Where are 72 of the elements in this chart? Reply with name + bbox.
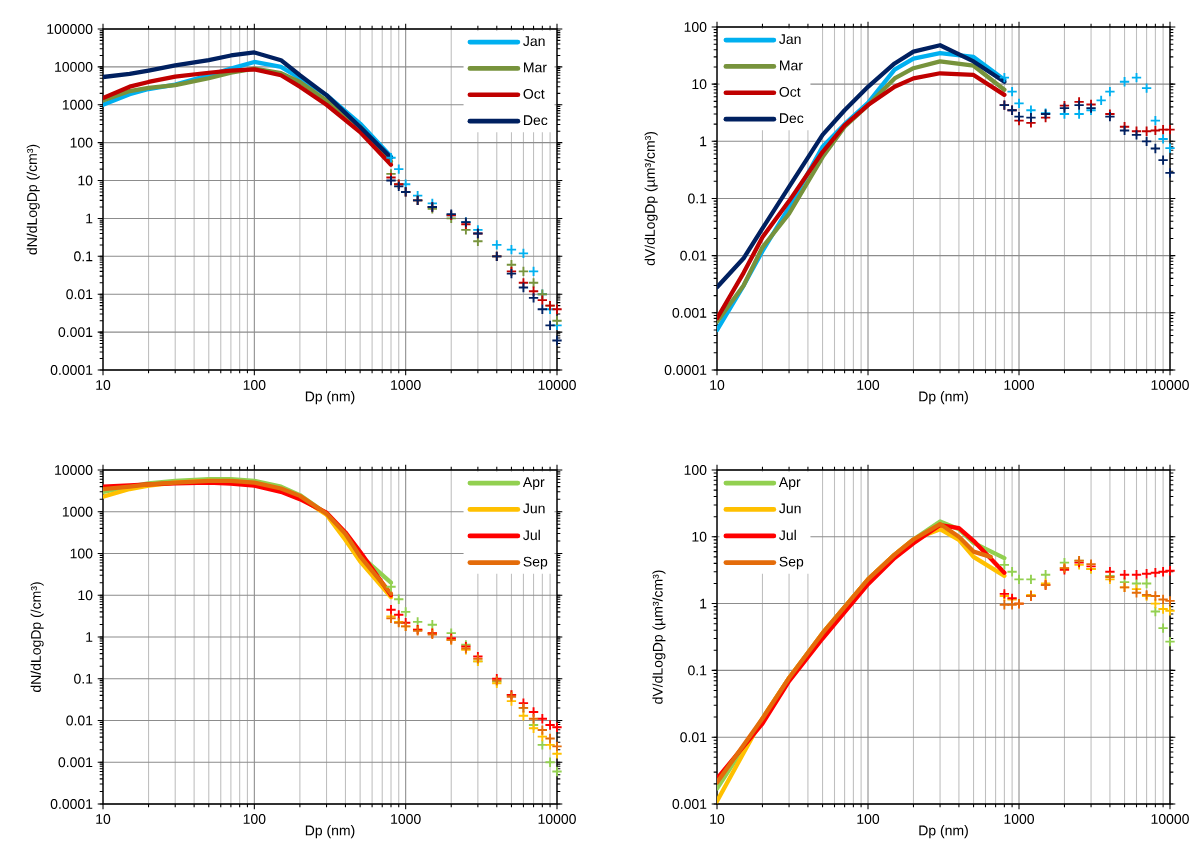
y-tick-label: 1 <box>86 213 93 224</box>
x-tick-label: 1000 <box>1004 380 1035 390</box>
y-tick-label: 1000 <box>62 506 93 517</box>
y-tick-label: 1 <box>700 598 707 609</box>
y-tick-label: 0.0001 <box>664 365 707 375</box>
x-tick-label: 100 <box>857 380 880 390</box>
x-tick-label: 10 <box>96 380 111 390</box>
x-tick-label: 1000 <box>391 380 421 390</box>
x-tick-label: 10 <box>710 380 725 390</box>
y-tick-label: 0.1 <box>74 251 93 262</box>
legend-label: Mar <box>780 60 803 71</box>
y-axis-title: dN/dLogDp (/cm³) <box>26 144 40 255</box>
y-tick-label: 0.0001 <box>50 799 93 809</box>
y-tick-label: 0.1 <box>688 665 707 676</box>
legend-label: Jan <box>523 36 545 47</box>
y-tick-label: 10 <box>692 79 707 90</box>
legend-label: Apr <box>522 477 545 490</box>
legend-label: Sep <box>779 556 804 570</box>
x-tick-label: 1000 <box>391 814 421 824</box>
y-tick-label: 10 <box>78 175 93 186</box>
y-tick-label: 0.01 <box>680 732 707 743</box>
legend-label: Jul <box>523 529 540 541</box>
y-tick-label: 100 <box>70 548 93 559</box>
y-axis-title: dN/dLogDp (/cm³) <box>30 582 44 693</box>
y-axis-title: dV/dLogDp (µm³/cm³) <box>644 131 658 266</box>
y-tick-label: 0.01 <box>66 715 93 726</box>
x-tick-label: 100 <box>243 380 266 390</box>
y-tick-label: 0.001 <box>58 327 93 338</box>
y-tick-label: 0.0001 <box>50 365 93 375</box>
x-axis-title: Dp (nm) <box>919 825 968 839</box>
x-axis-title: Dp (nm) <box>305 825 355 839</box>
y-tick-label: 100000 <box>47 24 93 34</box>
x-tick-label: 10000 <box>1151 814 1189 824</box>
y-tick-label: 1 <box>86 632 93 642</box>
x-tick-label: 10000 <box>538 814 576 824</box>
y-tick-label: 0.1 <box>688 193 707 204</box>
y-tick-label: 100 <box>684 465 707 475</box>
legend-label: Mar <box>524 62 547 73</box>
y-tick-label: 0.1 <box>74 673 93 684</box>
x-tick-label: 1000 <box>1004 814 1035 824</box>
legend-label: Jul <box>779 529 796 541</box>
y-tick-label: 100 <box>70 137 93 148</box>
x-tick-label: 10000 <box>1151 380 1189 390</box>
legend-label: Oct <box>779 86 801 97</box>
y-tick-label: 10 <box>692 531 707 542</box>
y-tick-label: 0.001 <box>58 757 93 768</box>
legend-label: Jan <box>779 34 801 45</box>
y-tick-label: 10 <box>78 590 93 601</box>
x-tick-label: 10000 <box>538 380 576 390</box>
y-tick-label: 0.01 <box>66 289 93 300</box>
y-tick-label: 10000 <box>55 465 93 475</box>
x-tick-label: 10 <box>96 814 111 824</box>
x-tick-label: 10 <box>710 814 725 824</box>
legend-label: Jun <box>523 503 545 514</box>
x-axis-title: Dp (nm) <box>305 391 355 405</box>
y-tick-label: 10000 <box>55 61 93 72</box>
legend-label: Apr <box>778 477 801 490</box>
y-tick-label: 0.001 <box>672 307 707 318</box>
y-tick-label: 0.01 <box>680 250 707 261</box>
y-tick-label: 1000 <box>62 99 93 110</box>
legend-label: Dec <box>780 113 804 124</box>
y-axis-title: dV/dLogDp (µm³/cm³) <box>652 570 666 704</box>
legend-label: Dec <box>524 115 548 126</box>
legend-label: Oct <box>523 88 545 99</box>
y-tick-label: 1 <box>700 136 707 147</box>
legend-label: Sep <box>523 556 548 570</box>
x-tick-label: 100 <box>857 814 880 824</box>
legend-label: Jun <box>779 503 801 514</box>
y-tick-label: 100 <box>684 22 707 32</box>
x-tick-label: 100 <box>243 814 266 824</box>
x-axis-title: Dp (nm) <box>919 391 968 405</box>
y-tick-label: 0.001 <box>672 799 707 809</box>
